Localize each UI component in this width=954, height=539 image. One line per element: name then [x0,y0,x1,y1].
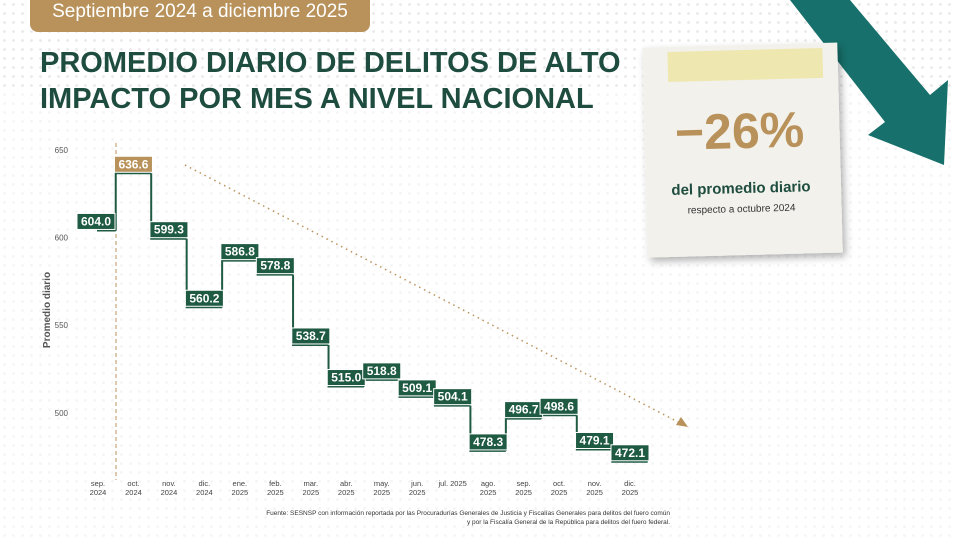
value-label-box [76,212,116,230]
value-label-box [255,257,295,275]
step-segment [150,173,187,240]
value-label: 518.8 [367,364,397,378]
x-tick-label: ene. 2025 [231,479,249,497]
x-tick-label: jun. 2025 [408,479,426,497]
step-segment [185,238,223,309]
value-label-box [291,327,331,345]
x-tick-label: ago. 2025 [479,479,497,497]
card [642,42,843,258]
step-segment [575,415,613,451]
source: y por la Fiscalía General de la Repúblic… [467,519,670,526]
value-label-box [362,362,402,380]
trend-arrowhead [676,417,688,427]
value-label: 636.6 [118,157,148,171]
x-tick-label: nov. 2025 [586,479,603,497]
x-tick-label: feb. 2025 [266,479,284,497]
value-label-box [149,221,189,239]
x-tick-label: oct. 2025 [550,479,568,497]
value-label-box [397,379,437,397]
value-label: 599.3 [154,223,184,237]
value-label: 560.2 [189,291,219,305]
value-label: 472.1 [615,446,645,460]
value-label-box [468,433,508,451]
step-segment [114,172,152,231]
badge [30,0,370,32]
title-line: PROMEDIO DIARIO DE DELITOS DE ALTO [40,47,621,79]
step-segment [327,344,364,388]
callout-card: −26% del promedio diario respecto a octu… [642,42,843,258]
value-label: 538.7 [296,329,326,343]
value-label: 504.1 [438,390,468,404]
value-label-box [539,397,579,415]
value-label: 498.6 [544,399,574,413]
x-tick-label: dic. 2025 [621,479,639,497]
badge-text: Septiembre 2024 a diciembre 2025 [52,1,348,22]
x-tick-label: jul. 2025 [438,479,467,488]
x-tick-label: dic. 2024 [196,479,213,497]
y-tick-label: 650 [55,146,69,155]
value-label-box [575,432,615,450]
callout-line: respecto a octubre 2024 [688,203,797,217]
callout-line: del promedio diario [671,178,811,199]
value-label-box [433,388,473,406]
x-tick-label: may. 2025 [373,479,391,497]
value-label: 509.1 [402,381,432,395]
value-label-box [220,243,260,261]
value-label: 578.8 [260,259,290,273]
arrow-decoration [790,0,948,165]
y-tick-label: 550 [55,321,69,330]
x-tick-label: sep. 2024 [89,479,107,497]
y-tick-label: 500 [55,409,69,418]
source: Fuente: SESNSP con información reportada… [266,510,670,517]
x-tick-label: nov. 2024 [160,479,178,497]
value-label: 496.7 [509,403,539,417]
value-label: 478.3 [473,435,503,449]
value-label-box [610,444,650,462]
value-label: 604.0 [81,214,111,228]
x-tick-label: abr. 2025 [337,479,355,497]
x-tick-label: sep. 2025 [515,479,532,497]
y-tick-label: 600 [55,233,69,242]
x-tick-label: oct. 2024 [125,479,142,497]
step-segment [292,274,329,346]
y-axis-label: Promedio diario [42,272,53,348]
value-label: 479.1 [580,434,610,448]
tape [667,47,824,82]
value-label: 515.0 [331,371,361,385]
value-label: 586.8 [225,245,255,259]
title-line: IMPACTO POR MES A NIVEL NACIONAL [40,83,594,115]
value-label-box [113,155,153,173]
step-segment [469,405,506,452]
callout-value: −26% [674,101,805,160]
x-tick-label: mar. 2025 [302,479,320,497]
value-label-box [184,289,224,307]
